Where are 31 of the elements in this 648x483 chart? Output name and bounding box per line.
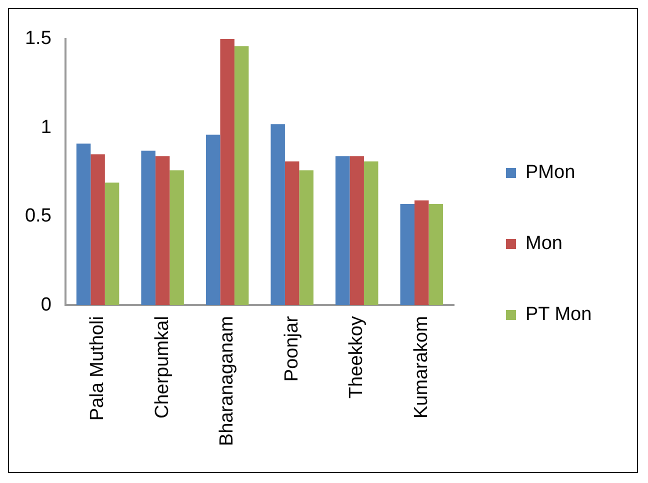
bar	[299, 170, 314, 306]
x-tick-label: Poonjar	[281, 315, 302, 382]
bar	[155, 156, 170, 306]
bar	[220, 39, 234, 306]
y-tick-label: 1.5	[24, 28, 52, 50]
y-tick-label: 0.5	[24, 206, 52, 227]
bar	[414, 200, 429, 306]
bar	[400, 204, 414, 306]
bar	[350, 156, 364, 306]
bar	[90, 154, 105, 306]
bar	[270, 124, 285, 306]
bar	[234, 46, 249, 306]
bar	[364, 161, 378, 306]
x-tick-label: Theekkoy	[346, 316, 368, 398]
x-tick-label: Pala Mutholi	[87, 316, 108, 421]
legend-label: PMon	[526, 162, 576, 184]
bar	[141, 150, 156, 306]
x-tick-label: Kumarakom	[410, 316, 432, 418]
y-tick-label: 0	[40, 294, 52, 316]
bar	[76, 144, 91, 306]
bar	[284, 161, 300, 306]
bar	[428, 204, 443, 306]
legend-label: Mon	[526, 233, 562, 254]
x-tick-label: Bharanaganam	[216, 316, 238, 446]
x-tick-label: Cherpumkal	[152, 316, 173, 419]
bar	[335, 156, 350, 306]
legend-label: PT Mon	[526, 304, 592, 326]
y-tick-label: 1	[40, 116, 52, 138]
bar	[170, 170, 184, 306]
bar	[104, 182, 120, 306]
bar	[206, 134, 220, 306]
